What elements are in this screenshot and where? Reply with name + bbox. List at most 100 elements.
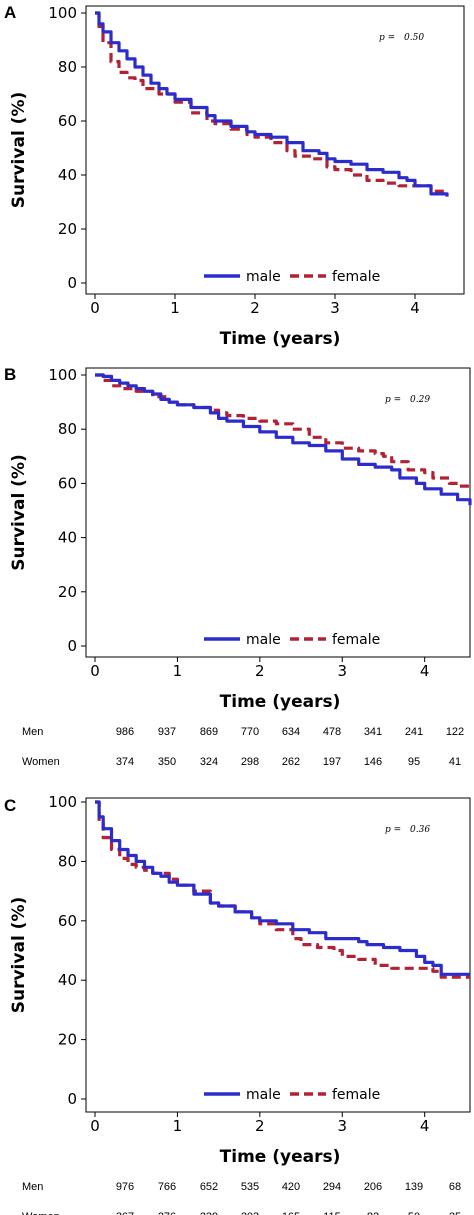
risk-count: 869 bbox=[200, 726, 218, 738]
risk-count: 976 bbox=[116, 1181, 134, 1193]
p-value-annotation: p = 0.36 bbox=[385, 825, 430, 835]
risk-count: 766 bbox=[158, 1181, 176, 1193]
survival-curve-male bbox=[95, 800, 470, 976]
risk-count: 294 bbox=[323, 1181, 341, 1193]
x-tick-label: 1 bbox=[173, 662, 183, 680]
legend-label-male: male bbox=[246, 632, 281, 648]
p-value-label: p = bbox=[385, 395, 401, 405]
y-axis-title: Survival (%) bbox=[9, 92, 29, 209]
risk-table-row: Women 374 350 324 298 262 197 146 95 41 bbox=[22, 756, 461, 768]
risk-count: 122 bbox=[446, 726, 464, 738]
x-tick-label: 4 bbox=[420, 1117, 430, 1135]
risk-count: 139 bbox=[405, 1181, 423, 1193]
y-tick-label: 20 bbox=[58, 1031, 77, 1049]
risk-count: 41 bbox=[449, 756, 461, 768]
risk-count: 95 bbox=[408, 756, 420, 768]
y-tick-label: 60 bbox=[58, 112, 77, 130]
y-axis-title: Survival (%) bbox=[9, 454, 29, 571]
plot-frame bbox=[85, 367, 471, 658]
survival-curve-male bbox=[95, 11, 449, 197]
y-tick-label: 80 bbox=[58, 420, 77, 438]
x-tick-label: 3 bbox=[330, 299, 340, 317]
risk-count: 324 bbox=[200, 756, 218, 768]
legend-label-female: female bbox=[332, 1087, 380, 1103]
risk-table-row: Women 367 276 239 203 165 115 82 50 25 bbox=[22, 1211, 461, 1215]
legend: male female bbox=[204, 632, 380, 648]
legend: male female bbox=[204, 269, 380, 285]
risk-count: 115 bbox=[323, 1211, 341, 1215]
y-tick-label: 100 bbox=[48, 4, 77, 22]
risk-count: 50 bbox=[408, 1211, 420, 1215]
legend-label-male: male bbox=[246, 1087, 281, 1103]
y-tick-label: 40 bbox=[58, 971, 77, 989]
y-tick-label: 60 bbox=[58, 912, 77, 930]
y-tick-label: 0 bbox=[67, 1090, 77, 1108]
x-tick-label: 3 bbox=[337, 1117, 347, 1135]
panel-letter: A bbox=[4, 3, 16, 22]
x-axis-title: Time (years) bbox=[220, 692, 341, 712]
risk-count: 203 bbox=[241, 1211, 259, 1215]
risk-count: 341 bbox=[364, 726, 382, 738]
x-tick-label: 0 bbox=[90, 662, 100, 680]
risk-count: 239 bbox=[200, 1211, 218, 1215]
risk-count: 634 bbox=[282, 726, 300, 738]
legend-label-female: female bbox=[332, 269, 380, 285]
x-tick-label: 2 bbox=[255, 1117, 265, 1135]
risk-table: Men 986 937 869 770 634 478 341 241 122 Women 374 35… bbox=[22, 726, 464, 768]
survival-curve-male bbox=[95, 373, 472, 506]
p-value-annotation: p = 0.50 bbox=[379, 33, 424, 43]
p-value-label: p = bbox=[385, 825, 401, 835]
y-tick-label: 20 bbox=[58, 220, 77, 238]
y-tick-label: 0 bbox=[67, 274, 77, 292]
plot-frame bbox=[85, 5, 465, 295]
panel-b: B 0 20 40 60 80 100 0 1 2 3 4 Survival (%) Time (year… bbox=[4, 365, 472, 768]
risk-count: 165 bbox=[282, 1211, 300, 1215]
legend: male female bbox=[204, 1087, 380, 1103]
x-tick-label: 3 bbox=[337, 662, 347, 680]
risk-count: 770 bbox=[241, 726, 259, 738]
y-tick-label: 0 bbox=[67, 637, 77, 655]
y-tick-label: 60 bbox=[58, 474, 77, 492]
risk-row-label: Women bbox=[22, 756, 60, 768]
panel-c: C 0 20 40 60 80 100 0 1 2 3 4 Survival (%) Time (year… bbox=[4, 793, 471, 1215]
x-tick-label: 0 bbox=[90, 299, 100, 317]
y-tick-label: 80 bbox=[58, 58, 77, 76]
risk-count: 262 bbox=[282, 756, 300, 768]
risk-table-row: Men 976 766 652 535 420 294 206 139 68 bbox=[22, 1181, 461, 1193]
risk-count: 241 bbox=[405, 726, 423, 738]
risk-row-label: Men bbox=[22, 1181, 43, 1193]
x-tick-label: 0 bbox=[90, 1117, 100, 1135]
y-tick-label: 40 bbox=[58, 166, 77, 184]
panel-letter: C bbox=[4, 796, 16, 815]
x-tick-label: 4 bbox=[410, 299, 420, 317]
risk-table: Men 976 766 652 535 420 294 206 139 68 Women 367 276… bbox=[22, 1181, 461, 1215]
risk-count: 276 bbox=[158, 1211, 176, 1215]
x-tick-label: 4 bbox=[420, 662, 430, 680]
risk-count: 478 bbox=[323, 726, 341, 738]
x-tick-label: 2 bbox=[250, 299, 260, 317]
risk-count: 68 bbox=[449, 1181, 461, 1193]
y-tick-label: 100 bbox=[48, 793, 77, 811]
risk-row-label: Men bbox=[22, 726, 43, 738]
risk-row-label: Women bbox=[22, 1211, 60, 1215]
risk-count: 374 bbox=[116, 756, 134, 768]
risk-count: 206 bbox=[364, 1181, 382, 1193]
risk-table-row: Men 986 937 869 770 634 478 341 241 122 bbox=[22, 726, 464, 738]
risk-count: 82 bbox=[367, 1211, 379, 1215]
risk-count: 937 bbox=[158, 726, 176, 738]
p-value: 0.29 bbox=[410, 395, 430, 405]
risk-count: 197 bbox=[323, 756, 341, 768]
p-value-annotation: p = 0.29 bbox=[385, 395, 430, 405]
panel-letter: B bbox=[4, 365, 16, 384]
risk-count: 298 bbox=[241, 756, 259, 768]
risk-count: 25 bbox=[449, 1211, 461, 1215]
p-value: 0.50 bbox=[404, 33, 424, 43]
risk-count: 535 bbox=[241, 1181, 259, 1193]
risk-count: 986 bbox=[116, 726, 134, 738]
p-value: 0.36 bbox=[410, 825, 430, 835]
legend-label-male: male bbox=[246, 269, 281, 285]
risk-count: 652 bbox=[200, 1181, 218, 1193]
plot-frame bbox=[85, 797, 471, 1113]
x-tick-label: 1 bbox=[170, 299, 180, 317]
risk-count: 350 bbox=[158, 756, 176, 768]
